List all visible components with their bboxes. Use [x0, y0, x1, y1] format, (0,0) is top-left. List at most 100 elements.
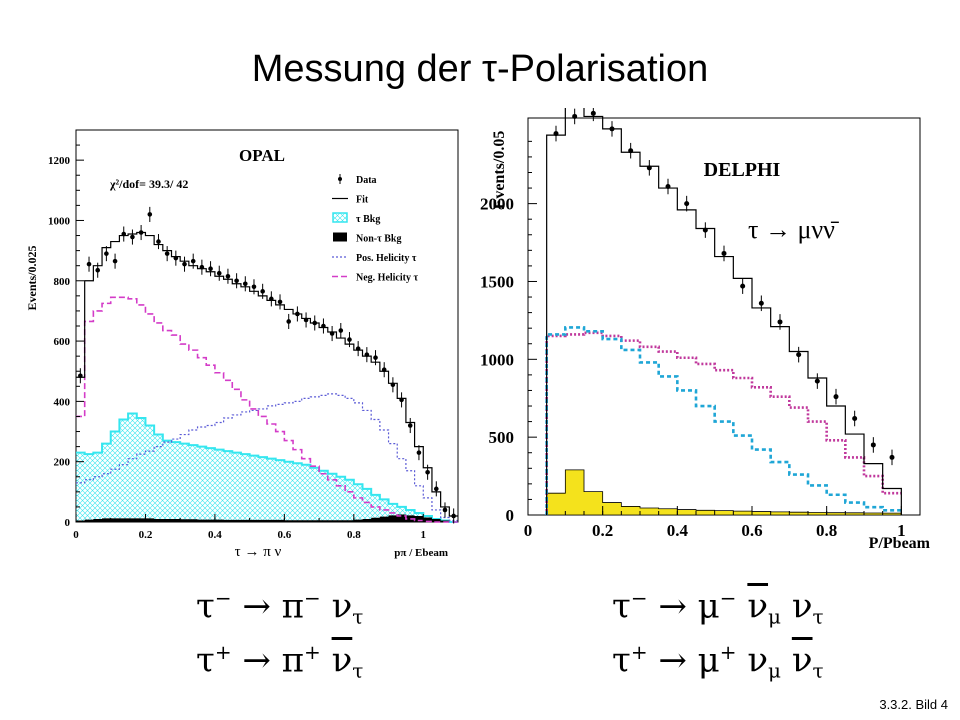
equation-tau-minus-muon: τ− → μ− νμ ντ — [612, 586, 824, 629]
opal-data-point — [156, 239, 161, 244]
delphi-y-tick-label: 2000 — [480, 195, 514, 214]
delphi-magenta-line — [545, 331, 902, 515]
delphi-x-tick-label: 0.6 — [741, 521, 762, 540]
opal-ylabel: Events/0.025 — [25, 245, 39, 310]
opal-data-point — [425, 469, 430, 475]
delphi-cyan-line — [545, 326, 902, 515]
opal-data-point — [433, 486, 439, 492]
opal-y-tick-label: 1000 — [48, 215, 71, 227]
opal-data-point — [303, 317, 309, 323]
opal-data-point — [199, 264, 205, 270]
opal-y-tick-label: 400 — [54, 396, 71, 408]
opal-data-point — [225, 273, 231, 279]
opal-data-point — [164, 251, 170, 256]
opal-data-point — [373, 355, 378, 360]
delphi-data-point — [777, 319, 783, 325]
opal-data-point — [355, 346, 361, 351]
delphi-data-point — [814, 378, 820, 384]
opal-legend-key — [332, 212, 348, 223]
opal-data-point — [329, 331, 335, 336]
opal-neg-helicity-line — [76, 296, 458, 523]
opal-tau-bkg-area — [76, 413, 458, 522]
delphi-data-point — [852, 415, 858, 421]
opal-x-tick-label: 0.4 — [208, 529, 222, 541]
delphi-data-point — [572, 113, 578, 119]
opal-y-tick-label: 200 — [54, 457, 71, 469]
opal-data-point — [321, 323, 326, 329]
delphi-data-point — [609, 126, 615, 132]
opal-legend-label: Neg. Helicity τ — [356, 273, 418, 284]
opal-legend-key — [333, 232, 347, 242]
delphi-data-point — [628, 148, 634, 154]
equation-tau-plus-pion: τ+ → π+ ντ — [196, 640, 364, 683]
delphi-data-point — [646, 165, 652, 171]
opal-data-point — [416, 450, 422, 455]
opal-legend-label: Non-τ Bkg — [356, 234, 401, 245]
opal-x-tick-label: 0 — [73, 529, 79, 541]
opal-chi2: χ²/dof= 39.3/ 42 — [109, 177, 188, 191]
opal-title: OPAL — [239, 146, 285, 165]
delphi-y-tick-label: 1000 — [480, 350, 514, 369]
opal-data-point — [78, 373, 83, 379]
delphi-data-point — [758, 300, 764, 306]
delphi-x-tick-label: 0 — [524, 521, 533, 540]
delphi-ylabel: Events/0.05 — [491, 131, 508, 210]
opal-legend-key — [338, 177, 342, 181]
opal-data-point — [286, 319, 292, 324]
opal-tau-bkg-line — [76, 412, 458, 523]
opal-x-tick-label: 0.8 — [347, 529, 361, 541]
opal-data-point — [407, 423, 413, 428]
opal-data-point — [86, 261, 92, 267]
opal-data-point — [390, 382, 396, 388]
opal-data-point — [208, 266, 213, 272]
delphi-data-point — [665, 184, 671, 190]
opal-data-point — [364, 352, 370, 357]
opal-data-point — [95, 267, 101, 273]
opal-data-point — [234, 278, 239, 284]
opal-data-point — [260, 289, 265, 294]
equation-tau-minus-pion: τ− → π− ντ — [196, 586, 364, 629]
opal-y-tick-label: 600 — [54, 336, 71, 348]
delphi-data-point — [833, 394, 839, 400]
delphi-yellow-area — [546, 469, 902, 516]
delphi-y-tick-label: 1500 — [480, 272, 514, 291]
opal-data-point — [381, 367, 387, 373]
delphi-data-point — [702, 227, 708, 233]
delphi-x-tick-label: 1 — [897, 521, 906, 540]
delphi-data-point — [870, 442, 876, 448]
opal-data-point — [312, 320, 318, 326]
opal-data-point — [190, 258, 196, 264]
opal-data-point — [338, 328, 344, 333]
opal-data-point — [277, 299, 283, 305]
opal-legend-label: τ Bkg — [356, 214, 380, 225]
equation-tau-plus-muon: τ+ → μ+ νμ ντ — [612, 640, 824, 683]
opal-legend-label: Data — [356, 175, 377, 186]
opal-data-point — [251, 284, 257, 290]
opal-data-point — [399, 397, 404, 403]
opal-y-tick-label: 1200 — [48, 155, 71, 167]
delphi-data-point — [889, 454, 895, 460]
opal-data-point — [295, 311, 300, 317]
opal-data-point — [451, 513, 456, 519]
delphi-x-tick-label: 0.4 — [667, 521, 689, 540]
delphi-data-point — [590, 110, 596, 116]
opal-non-tau-bkg-area — [76, 514, 458, 522]
delphi-title: DELPHI — [704, 159, 781, 181]
delphi-data-point — [796, 352, 802, 358]
opal-legend-label: Pos. Helicity τ — [356, 253, 417, 264]
delphi-decay: τ → μνν̄ — [748, 215, 839, 244]
opal-data-point — [104, 251, 109, 256]
opal-data-point — [269, 296, 274, 302]
page-title: Messung der τ-Polarisation — [251, 48, 709, 90]
opal-decay: τ → π ν — [235, 544, 282, 560]
opal-data-point — [173, 255, 179, 261]
opal-x-tick-label: 0.6 — [277, 529, 291, 541]
delphi-data-point — [684, 201, 690, 207]
opal-data-point — [121, 231, 127, 237]
slide-reference: 3.3.2. Bild 4 — [879, 697, 948, 712]
opal-data-point — [442, 507, 448, 513]
opal-data-point — [242, 281, 248, 287]
delphi-x-tick-label: 0.8 — [816, 521, 837, 540]
opal-data-point — [130, 234, 135, 240]
opal-data-point — [182, 261, 187, 267]
